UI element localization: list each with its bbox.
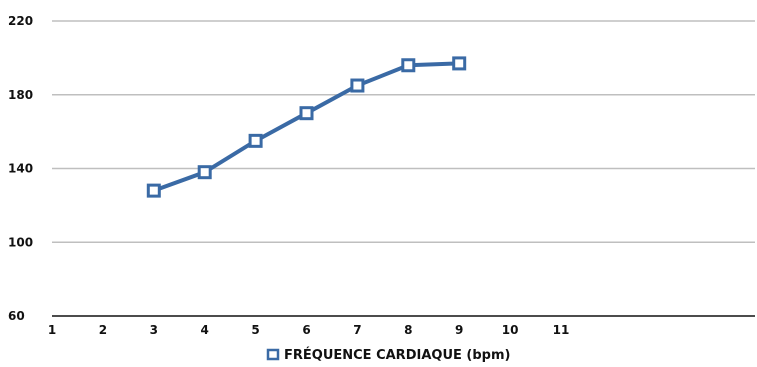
y-tick-label: 220 bbox=[8, 14, 33, 28]
data-point-9 bbox=[452, 56, 467, 71]
x-tick-label: 9 bbox=[455, 323, 463, 337]
y-tick-label: 100 bbox=[8, 235, 33, 249]
data-point-4 bbox=[197, 165, 212, 180]
x-tick-label: 8 bbox=[404, 323, 412, 337]
y-tick-label: 140 bbox=[8, 162, 33, 176]
x-tick-label: 7 bbox=[353, 323, 361, 337]
data-point-3 bbox=[146, 183, 161, 198]
x-axis-tick-labels: 1 2 3 4 5 6 7 8 9 10 11 bbox=[48, 323, 570, 337]
x-tick-label: 11 bbox=[553, 323, 570, 337]
legend-label: FRÉQUENCE CARDIAQUE (bpm) bbox=[284, 347, 510, 363]
x-tick-label: 2 bbox=[99, 323, 107, 337]
data-point-5 bbox=[248, 133, 263, 148]
legend-marker bbox=[266, 348, 280, 361]
series-layer bbox=[146, 56, 467, 198]
x-tick-label: 5 bbox=[251, 323, 259, 337]
data-point-7 bbox=[350, 78, 365, 93]
data-point-6 bbox=[299, 106, 314, 121]
data-point-8 bbox=[401, 58, 416, 73]
x-tick-label: 1 bbox=[48, 323, 56, 337]
y-axis-tick-labels: 60 100 140 180 220 bbox=[8, 14, 33, 323]
y-tick-label: 180 bbox=[8, 88, 33, 102]
gridlines bbox=[52, 20, 755, 243]
legend: FRÉQUENCE CARDIAQUE (bpm) bbox=[266, 347, 510, 363]
x-tick-label: 6 bbox=[302, 323, 310, 337]
x-tick-label: 3 bbox=[150, 323, 158, 337]
y-tick-label: 60 bbox=[8, 309, 25, 323]
x-tick-label: 10 bbox=[502, 323, 519, 337]
x-tick-label: 4 bbox=[201, 323, 209, 337]
